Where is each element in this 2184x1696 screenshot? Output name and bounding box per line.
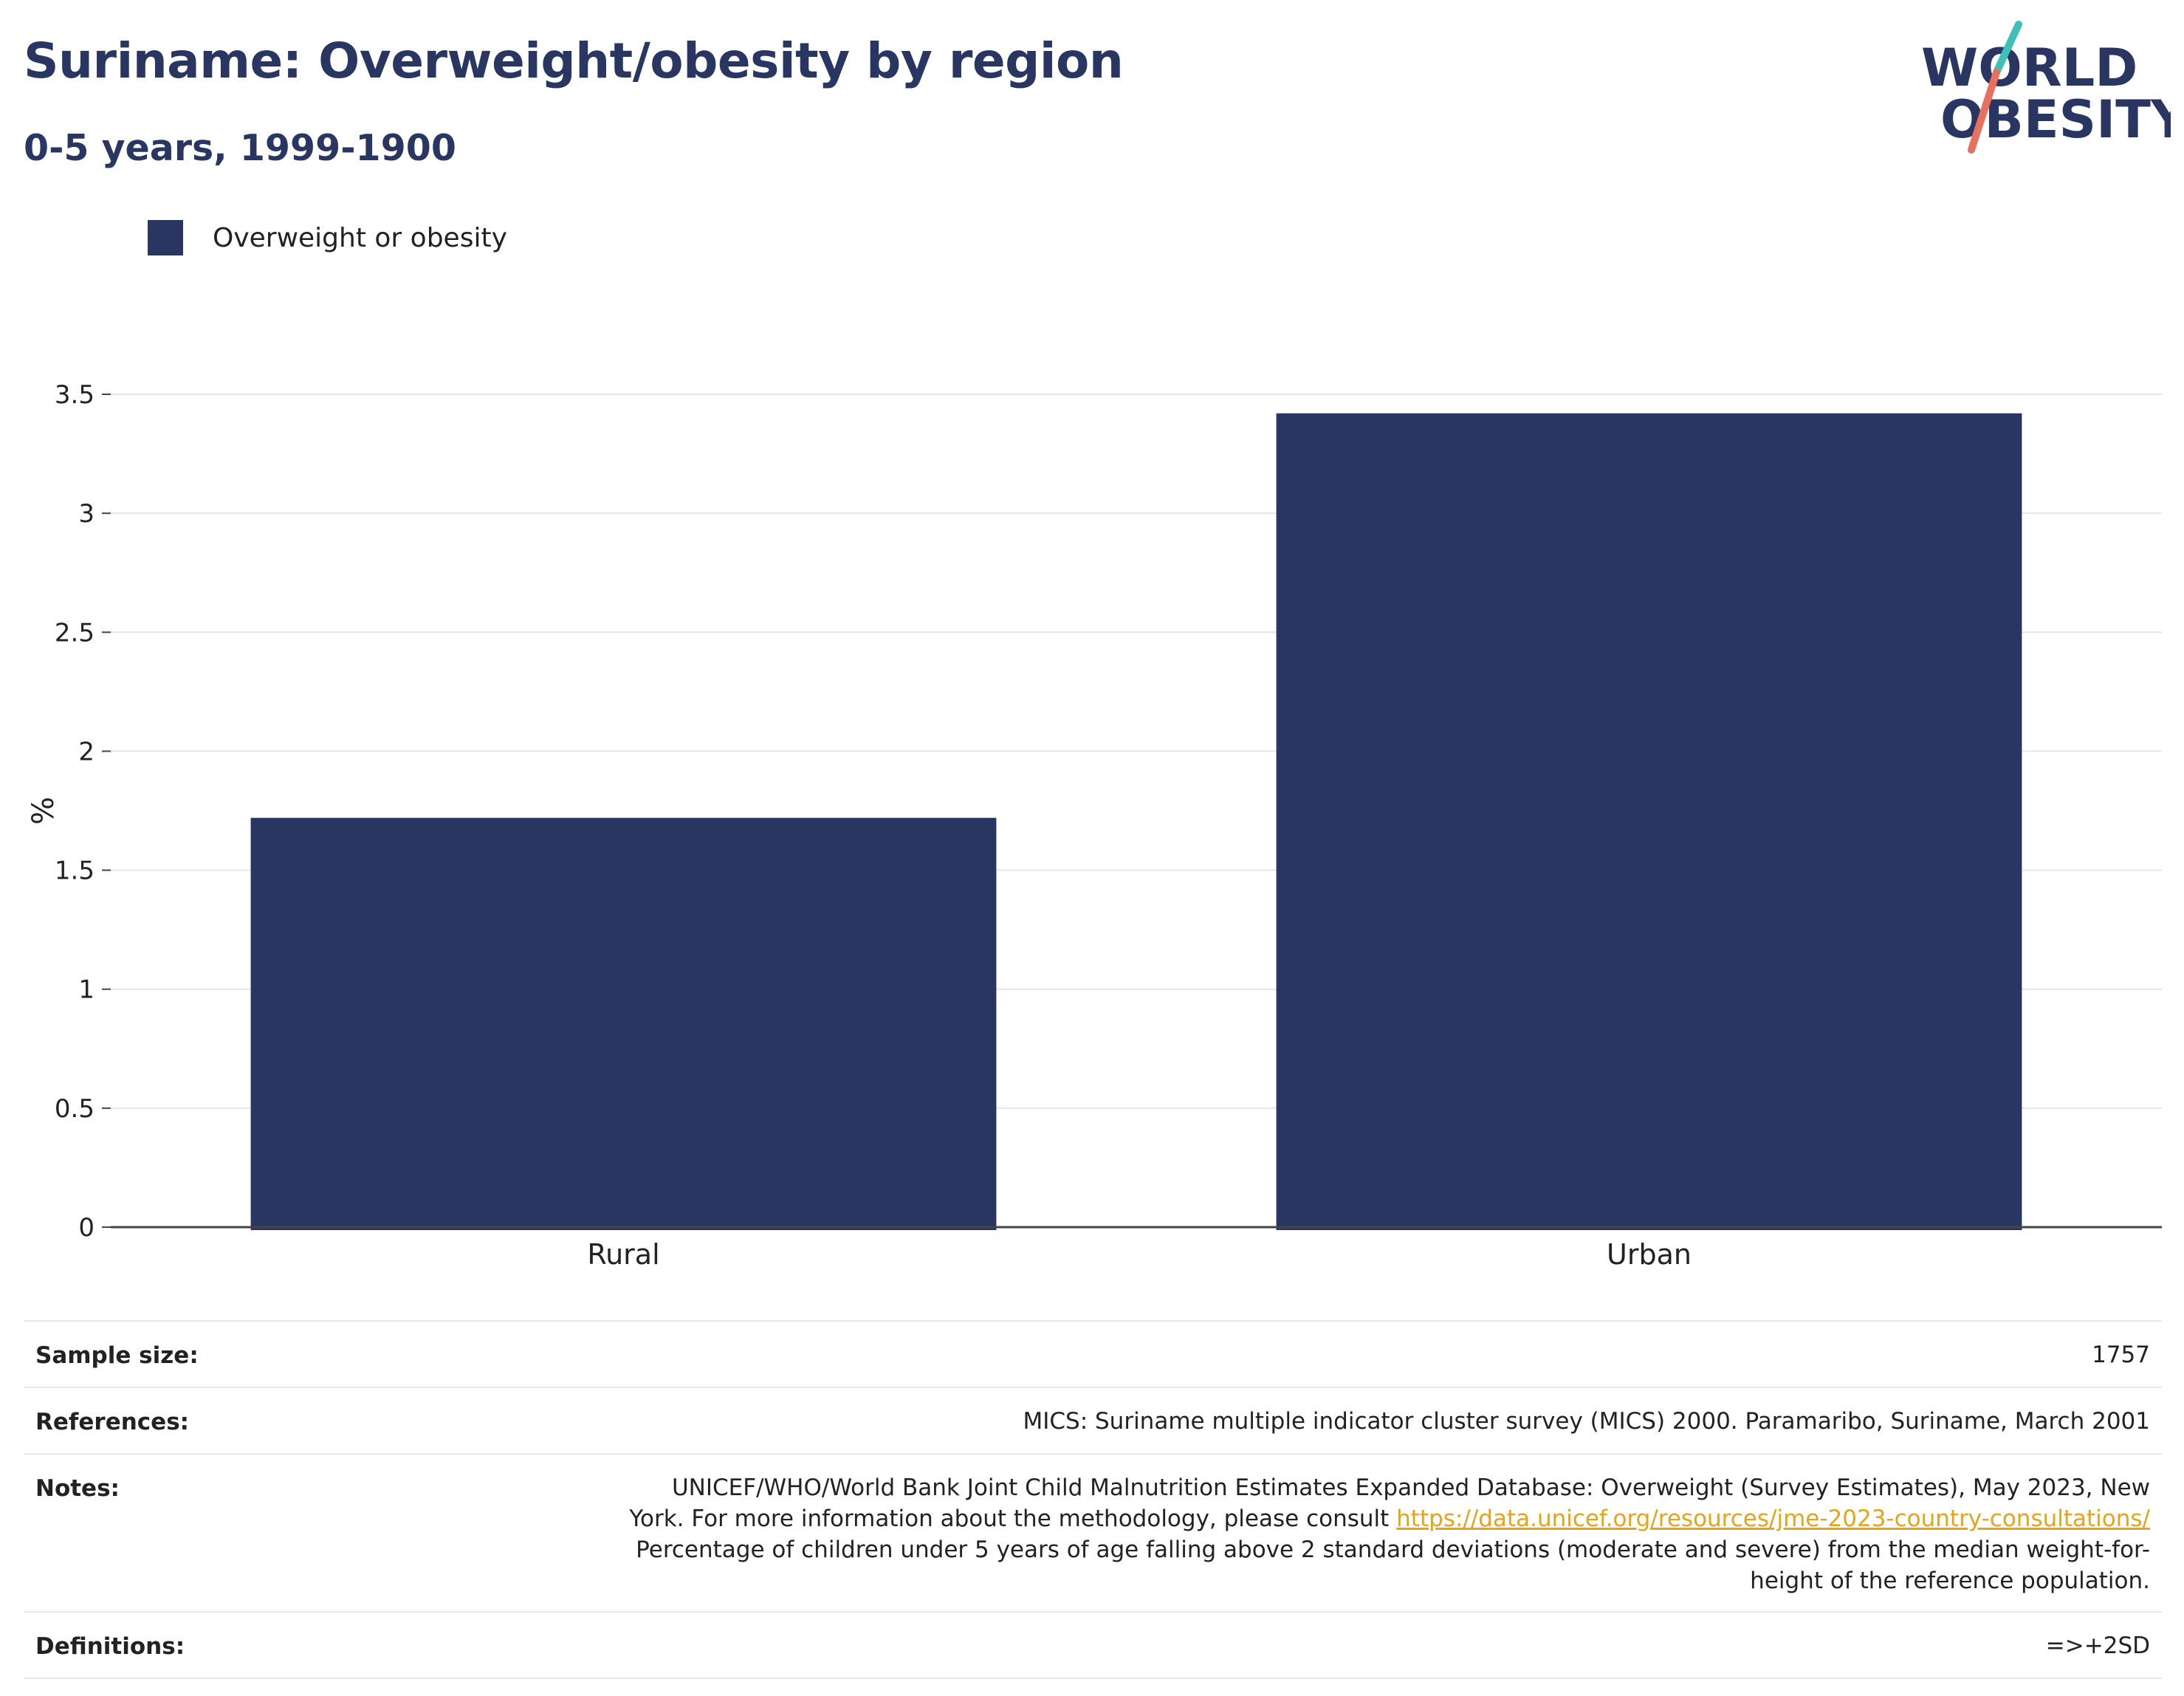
methodology-link[interactable]: https://data.unicef.org/resources/jme-20… [1396,1506,2150,1532]
references-row: References: MICS: Suriname multiple indi… [24,1387,2162,1455]
definitions-label: Definitions: [24,1612,372,1679]
sample-size-row: Sample size: 1757 [24,1320,2162,1388]
notes-row: Notes: UNICEF/WHO/World Bank Joint Child… [24,1454,2162,1613]
world-obesity-logo: WORLD OBESITY [1921,21,2171,154]
sample-size-value: 1757 [372,1320,2162,1388]
y-tick-label-0: 0 [78,1213,95,1243]
references-value: MICS: Suriname multiple indicator cluste… [372,1387,2162,1455]
chart-title: Suriname: Overweight/obesity by region [24,32,1124,89]
y-tick-label-1: 0.5 [55,1094,95,1124]
notes-line-3: Percentage of children under 5 years of … [636,1537,2150,1563]
legend-swatch [148,220,183,255]
x-tick-label-rural: Rural [587,1238,659,1271]
info-table: Sample size: 1757 References: MICS: Suri… [24,1320,2162,1679]
logo-slash-coral-icon [1968,69,2000,154]
y-tick-label-5: 2.5 [55,618,95,648]
bar-chart: 0 0.5 1 1.5 2 2.5 3 3.5 Rural Urban% [27,380,2162,1271]
notes-label: Notes: [24,1454,372,1613]
sample-size-label: Sample size: [24,1320,372,1388]
bar-urban [1276,413,2022,1230]
y-tick-label-3: 1.5 [55,856,95,886]
y-tick-label-7: 3.5 [55,380,95,410]
logo-slash-teal-icon [1993,21,2022,76]
y-tick-label-6: 3 [78,499,95,529]
bars [250,413,2022,1230]
definitions-row: Definitions: =>+2SD [24,1612,2162,1679]
chart-subtitle: 0-5 years, 1999-1900 [24,127,456,169]
legend-label: Overweight or obesity [213,222,507,253]
notes-line-1: UNICEF/WHO/World Bank Joint Child Malnut… [671,1474,2150,1501]
definitions-value: =>+2SD [372,1612,2162,1679]
y-axis-label: % [27,797,61,825]
chart-legend: Overweight or obesity [148,220,507,255]
x-tick-label-urban: Urban [1607,1238,1692,1271]
references-label: References: [24,1387,372,1455]
bar-rural [250,817,997,1230]
logo-word-world: WORLD [1921,38,2137,98]
notes-line-2-prefix: York. For more information about the met… [629,1506,1397,1532]
y-tick-label-4: 2 [78,737,95,766]
notes-line-4: height of the reference population. [1750,1568,2150,1594]
axes: 0 0.5 1 1.5 2 2.5 3 3.5 Rural Urban% [27,380,2162,1271]
y-tick-label-2: 1 [78,975,95,1005]
notes-value: UNICEF/WHO/World Bank Joint Child Malnut… [372,1454,2162,1613]
